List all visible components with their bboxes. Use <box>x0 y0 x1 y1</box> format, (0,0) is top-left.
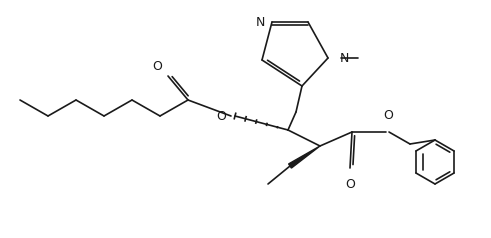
Text: N: N <box>256 15 265 29</box>
Polygon shape <box>289 146 320 168</box>
Text: N: N <box>340 51 350 64</box>
Text: O: O <box>345 178 355 191</box>
Text: O: O <box>383 109 393 122</box>
Text: O: O <box>216 109 226 123</box>
Text: O: O <box>152 60 162 73</box>
